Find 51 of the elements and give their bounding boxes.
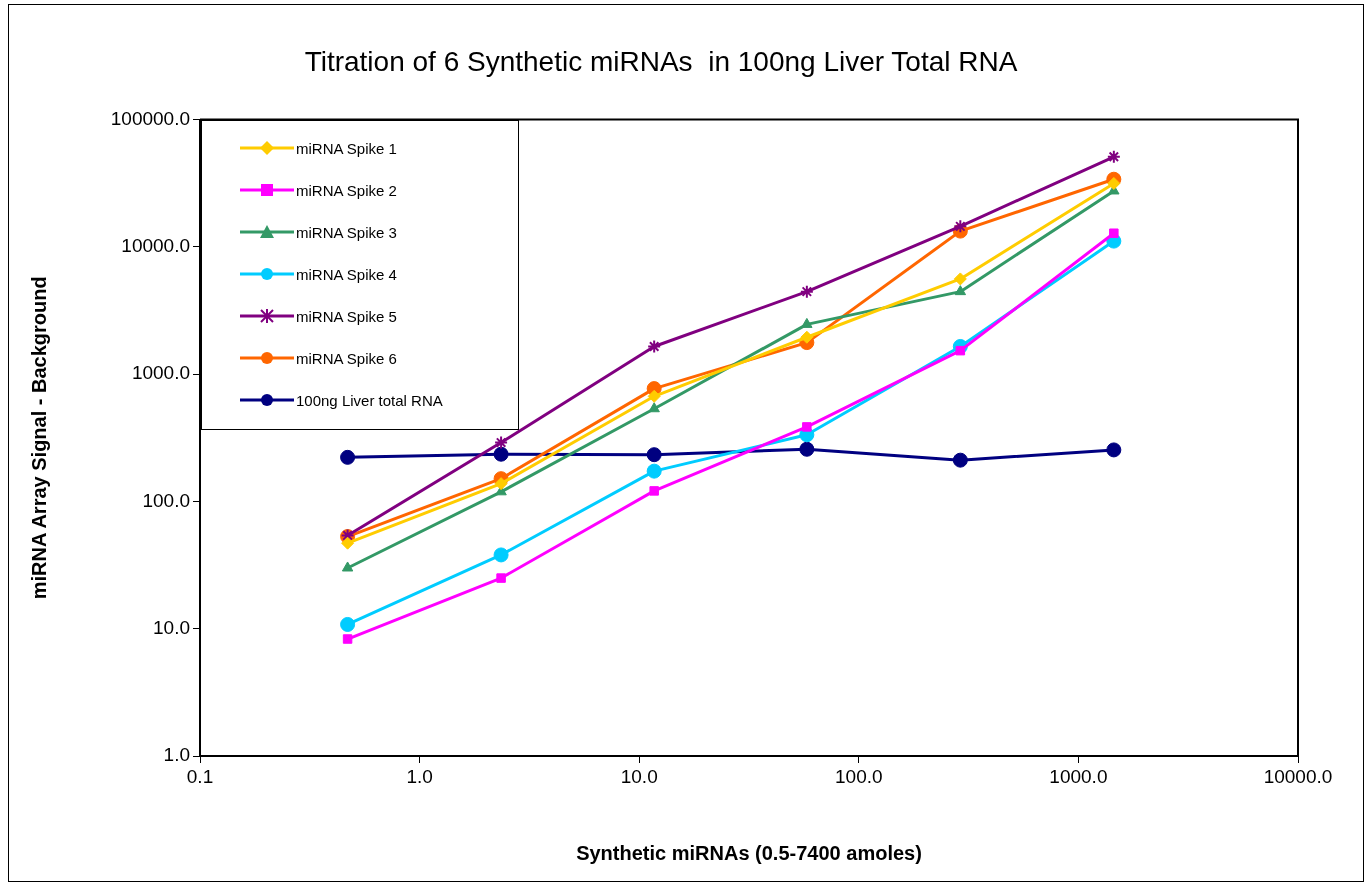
chart-title: Titration of 6 Synthetic miRNAs in 100ng Liver Total RNA: [304, 45, 1018, 77]
point: [799, 441, 815, 457]
point: [649, 486, 659, 496]
x-tick-label: 10000.0: [1263, 765, 1333, 787]
legend-label: miRNA Spike 1: [296, 139, 397, 157]
point: [341, 536, 355, 550]
point: [952, 452, 968, 468]
point: [1106, 442, 1122, 458]
point: [801, 317, 813, 328]
point: [342, 634, 353, 644]
point: [494, 477, 508, 491]
point: [646, 463, 662, 479]
point: [802, 422, 812, 432]
point: [493, 446, 509, 462]
point: [1106, 149, 1121, 164]
point: [953, 219, 968, 234]
y-tick-label: 10.0: [153, 616, 190, 638]
x-tick-label: 1000.0: [1049, 765, 1108, 787]
legend-label: miRNA Spike 6: [296, 349, 397, 367]
legend-label: miRNA Spike 3: [296, 223, 397, 241]
y-tick-label: 1.0: [163, 744, 190, 766]
point: [496, 573, 506, 583]
legend-label: miRNA Spike 4: [296, 265, 397, 283]
point: [340, 449, 356, 465]
x-axis-title: Synthetic miRNAs (0.5-7400 amoles): [576, 841, 922, 864]
point: [799, 284, 814, 299]
point: [647, 339, 662, 354]
point: [953, 272, 967, 286]
x-tick-label: 1.0: [406, 765, 433, 787]
point: [1109, 228, 1119, 238]
x-tick-label: 100.0: [835, 765, 883, 787]
legend-label: miRNA Spike 2: [296, 181, 397, 199]
legend-label: miRNA Spike 5: [296, 307, 397, 325]
y-tick-label: 100000.0: [110, 107, 190, 129]
point: [954, 285, 967, 296]
point: [341, 561, 354, 572]
point: [800, 330, 814, 344]
point: [493, 547, 509, 563]
point: [494, 435, 509, 450]
y-axis-title: miRNA Array Signal - Background: [27, 276, 50, 600]
y-tick-label: 100.0: [142, 489, 190, 511]
x-tick-label: 0.1: [186, 765, 214, 787]
y-tick-label: 1000.0: [131, 362, 190, 384]
point: [1107, 176, 1121, 190]
legend-label: 100ng Liver total RNA: [296, 391, 443, 409]
point: [648, 402, 660, 413]
point: [647, 389, 661, 403]
y-tick-label: 10000.0: [121, 235, 190, 257]
x-tick-label: 10.0: [620, 765, 658, 787]
point: [646, 447, 662, 463]
point: [340, 616, 356, 632]
